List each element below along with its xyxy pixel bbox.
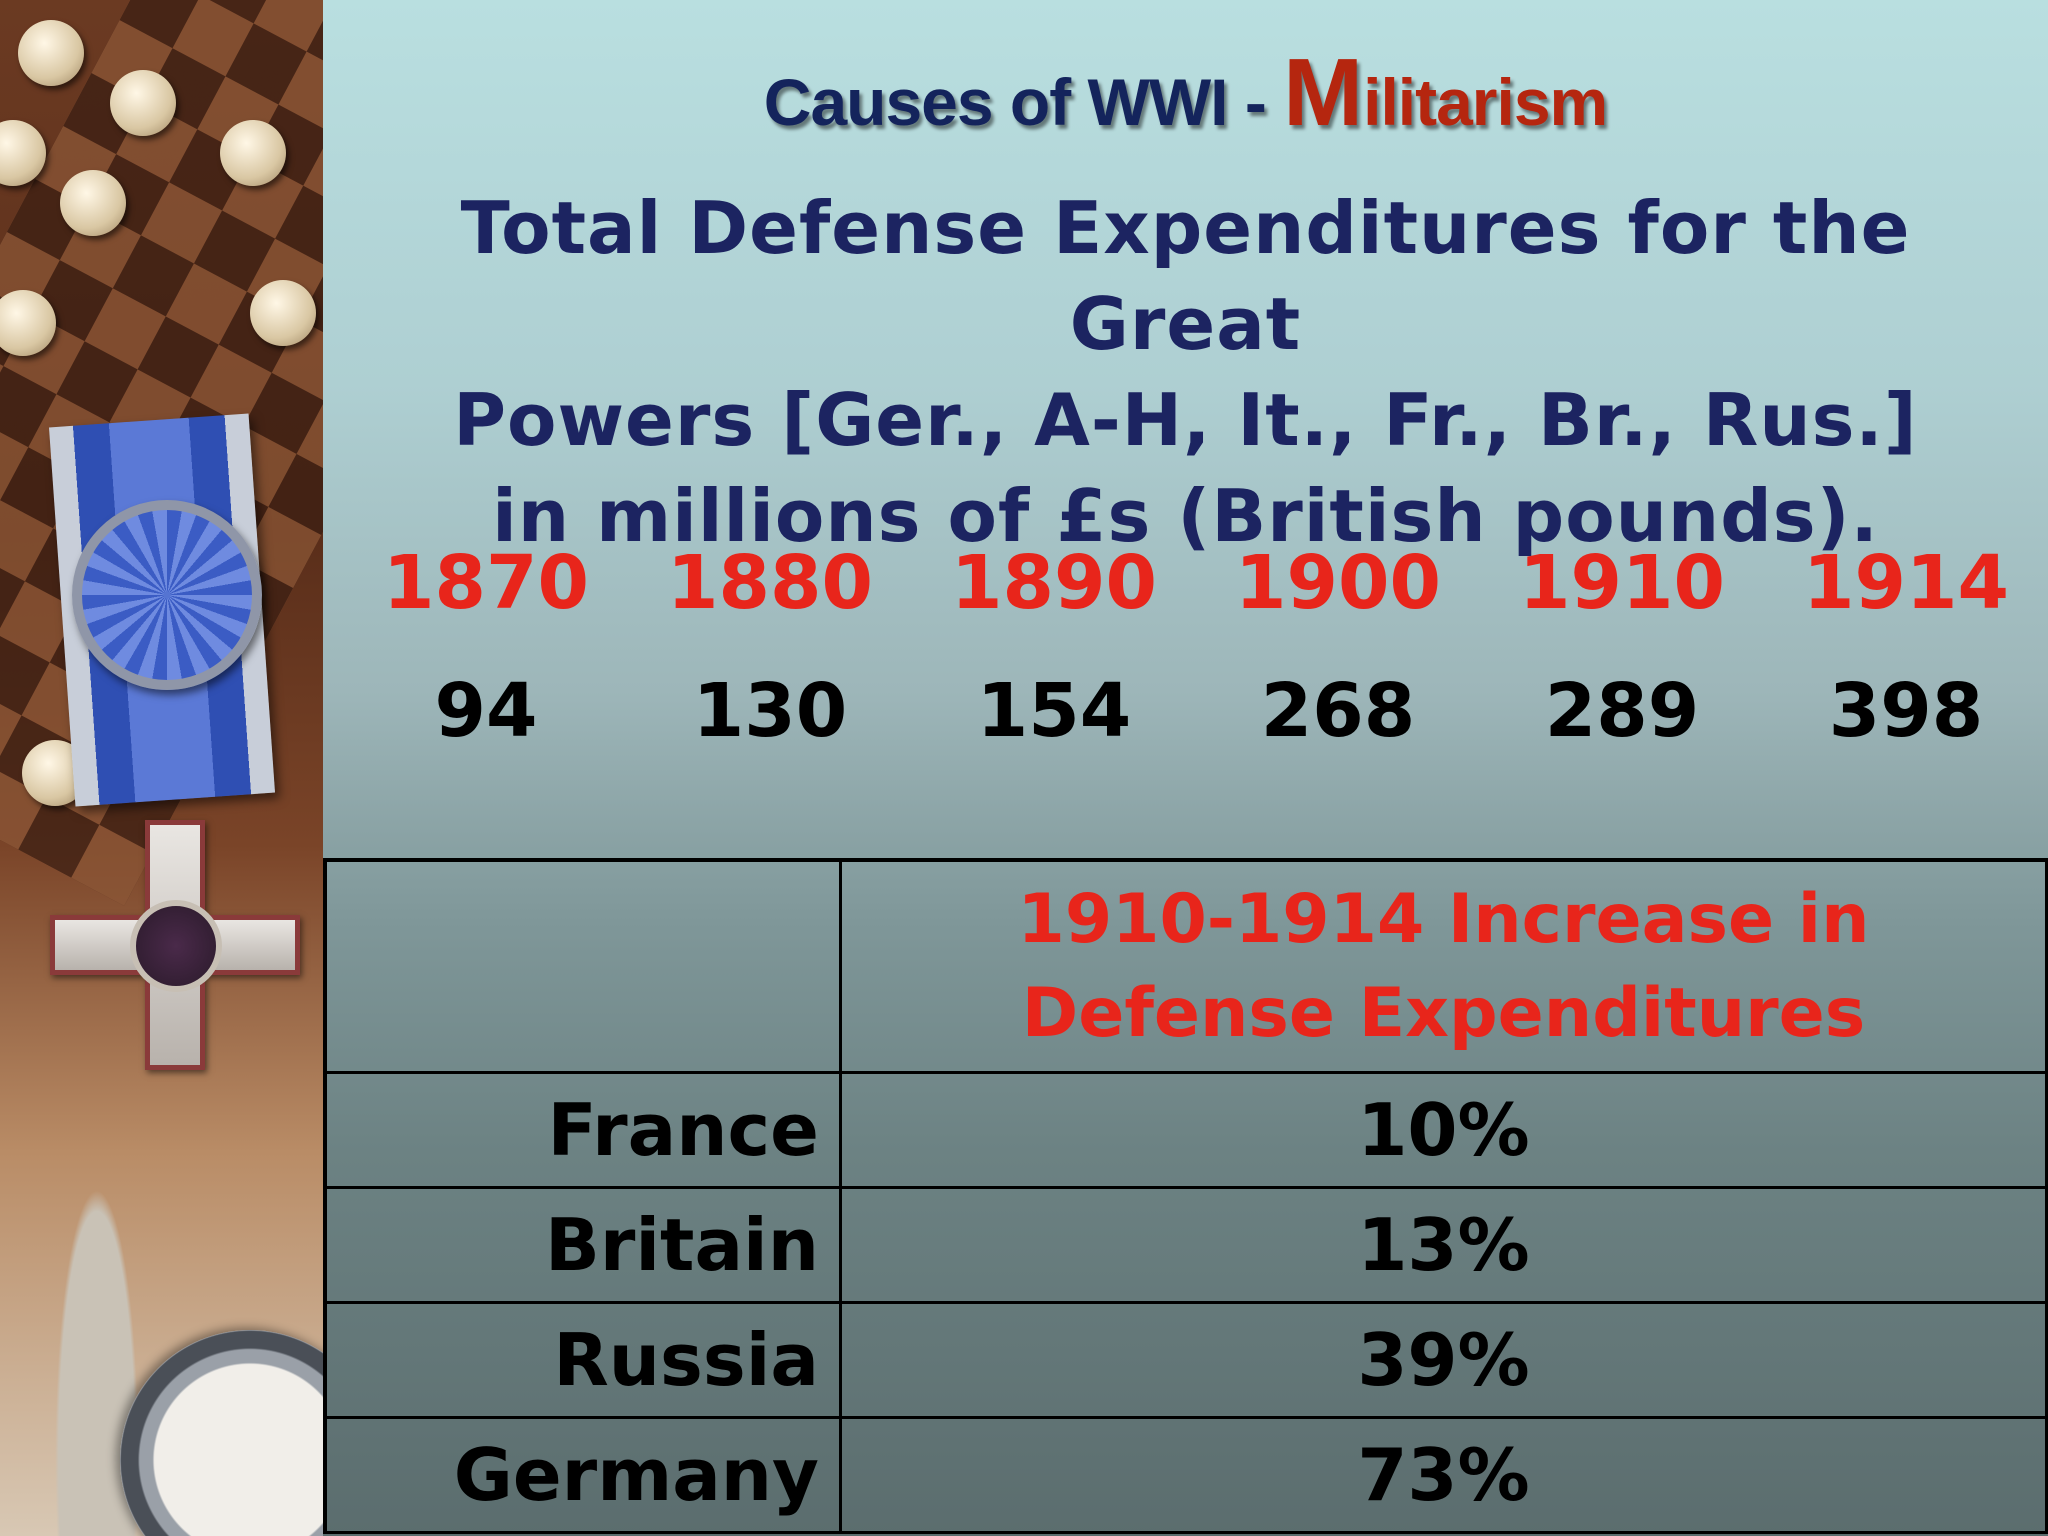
chess-piece-icon	[110, 70, 176, 136]
slide-content: Causes of WWI - Militarism Total Defense…	[323, 0, 2048, 1536]
header-line: Defense Expenditures	[1021, 973, 1866, 1053]
title-accent-initial: M	[1283, 39, 1364, 146]
increase-cell: 10%	[839, 1071, 2048, 1189]
year-label: 1880	[667, 540, 873, 626]
year-label: 1890	[951, 540, 1157, 626]
expenditure-value: 154	[976, 668, 1132, 754]
chess-piece-icon	[18, 20, 84, 86]
increase-table: 1910-1914 Increase in Defense Expenditur…	[323, 858, 2048, 1534]
chess-piece-icon	[250, 280, 316, 346]
country-cell: Germany	[323, 1416, 842, 1534]
increase-cell: 73%	[839, 1416, 2048, 1534]
title-prefix: Causes of WWI -	[763, 65, 1284, 139]
year-label: 1870	[383, 540, 589, 626]
table-row: Britain 13%	[323, 1186, 2048, 1304]
chess-piece-icon	[0, 290, 56, 356]
chess-piece-icon	[220, 120, 286, 186]
table-header-cell: 1910-1914 Increase in Defense Expenditur…	[839, 858, 2048, 1074]
table-row: France 10%	[323, 1071, 2048, 1189]
expenditure-value: 94	[434, 668, 538, 754]
table-header-row: 1910-1914 Increase in Defense Expenditur…	[323, 858, 2048, 1074]
country-cell: France	[323, 1071, 842, 1189]
medal-rosette-image	[72, 500, 262, 690]
expenditure-value: 398	[1828, 668, 1984, 754]
country-cell: Russia	[323, 1301, 842, 1419]
subtitle-line: Powers [Ger., A-H, It., Fr., Br., Rus.]	[453, 378, 1918, 462]
slide-subtitle: Total Defense Expenditures for the Great…	[363, 180, 2008, 564]
increase-cell: 13%	[839, 1186, 2048, 1304]
expenditure-value: 268	[1260, 668, 1416, 754]
year-label: 1914	[1803, 540, 2009, 626]
slide-title: Causes of WWI - Militarism	[323, 38, 2048, 148]
country-cell: Britain	[323, 1186, 842, 1304]
subtitle-line: in millions of £s (British pounds).	[492, 474, 1879, 558]
expenditure-value: 130	[692, 668, 848, 754]
increase-cell: 39%	[839, 1301, 2048, 1419]
decorative-collage	[0, 0, 323, 1536]
year-label: 1910	[1519, 540, 1725, 626]
expenditure-value: 289	[1544, 668, 1700, 754]
title-accent-rest: ilitarism	[1363, 65, 1608, 139]
header-line: 1910-1914 Increase in	[1017, 879, 1870, 959]
table-row: Germany 73%	[323, 1416, 2048, 1534]
subtitle-line: Total Defense Expenditures for the Great	[460, 186, 1911, 366]
expenditure-values-row: 94 130 154 268 289 398	[323, 668, 2048, 754]
expenditure-years-row: 1870 1880 1890 1900 1910 1914	[323, 540, 2048, 626]
table-header-blank-cell	[323, 858, 842, 1074]
compass-image	[120, 1330, 323, 1536]
medal-cross-image	[50, 820, 300, 1070]
year-label: 1900	[1235, 540, 1441, 626]
table-row: Russia 39%	[323, 1301, 2048, 1419]
chess-piece-icon	[60, 170, 126, 236]
